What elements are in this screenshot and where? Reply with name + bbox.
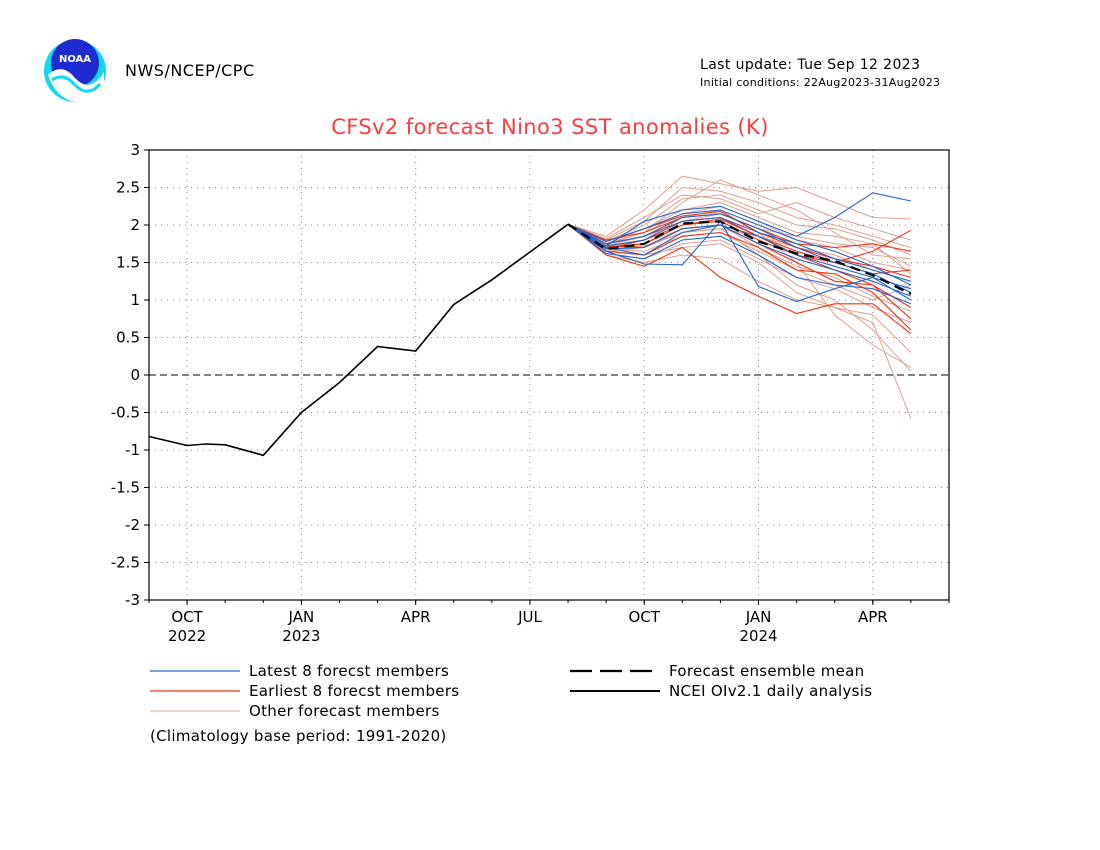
x-tick-year-label: 2022 bbox=[168, 627, 206, 645]
y-tick-label: 2 bbox=[130, 216, 140, 234]
y-tick-label: -3 bbox=[125, 591, 140, 609]
y-tick-label: 0.5 bbox=[116, 329, 140, 347]
latest-member-line bbox=[567, 220, 912, 303]
latest-member-line bbox=[567, 209, 912, 286]
legend-label-other: Other forecast members bbox=[249, 702, 440, 720]
x-tick-label: APR bbox=[401, 608, 431, 626]
legend-label-latest: Latest 8 forecst members bbox=[249, 662, 449, 680]
y-tick-label: -2 bbox=[125, 516, 140, 534]
x-tick-label: OCT bbox=[171, 608, 203, 626]
observed-line bbox=[148, 223, 569, 457]
latest-member-line bbox=[567, 223, 912, 305]
latest-member-line bbox=[567, 216, 912, 282]
x-tick-label: JAN bbox=[288, 608, 315, 626]
x-tick-year-label: 2024 bbox=[739, 627, 777, 645]
logo-text: NOAA bbox=[59, 54, 91, 65]
x-tick-year-label: 2023 bbox=[282, 627, 320, 645]
plot-area: 32.521.510.50-0.5-1-1.5-2-2.5-3OCT2022JA… bbox=[111, 141, 950, 645]
other-member-line bbox=[567, 223, 912, 301]
noaa-logo: NOAA bbox=[44, 39, 106, 103]
initial-conditions-label: Initial conditions: 22Aug2023-31Aug2023 bbox=[700, 76, 941, 89]
y-tick-label: 1.5 bbox=[116, 254, 140, 272]
y-tick-label: -1 bbox=[125, 441, 140, 459]
chart-title: CFSv2 forecast Nino3 SST anomalies (K) bbox=[331, 115, 769, 139]
legend-label-observed: NCEI OIv2.1 daily analysis bbox=[669, 682, 872, 700]
x-tick-label: JAN bbox=[745, 608, 772, 626]
y-tick-label: 2.5 bbox=[116, 179, 140, 197]
y-tick-label: -0.5 bbox=[111, 404, 140, 422]
plot-frame bbox=[148, 149, 950, 601]
climatology-footnote: (Climatology base period: 1991-2020) bbox=[150, 727, 447, 745]
earliest-member-line bbox=[567, 223, 912, 335]
y-tick-label: 3 bbox=[130, 141, 140, 159]
y-tick-label: -1.5 bbox=[111, 479, 140, 497]
latest-member-line bbox=[567, 223, 912, 290]
other-member-line bbox=[567, 186, 912, 248]
other-member-line bbox=[567, 194, 912, 241]
x-tick-label: APR bbox=[858, 608, 888, 626]
legend-label-mean: Forecast ensemble mean bbox=[669, 662, 864, 680]
y-tick-label: 0 bbox=[130, 366, 140, 384]
last-update-label: Last update: Tue Sep 12 2023 bbox=[700, 57, 921, 73]
legend: Latest 8 forecst members Earliest 8 forec… bbox=[150, 662, 872, 720]
latest-member-line bbox=[567, 223, 912, 297]
ensemble-mean-line bbox=[567, 220, 912, 295]
other-member-line bbox=[567, 201, 912, 275]
x-tick-label: OCT bbox=[629, 608, 661, 626]
latest-member-line bbox=[567, 192, 912, 247]
x-tick-label: JUL bbox=[517, 608, 542, 626]
y-tick-label: -2.5 bbox=[111, 554, 140, 572]
organization-label: NWS/NCEP/CPC bbox=[125, 61, 255, 80]
y-tick-label: 1 bbox=[130, 291, 140, 309]
legend-label-earliest: Earliest 8 forecst members bbox=[249, 682, 459, 700]
